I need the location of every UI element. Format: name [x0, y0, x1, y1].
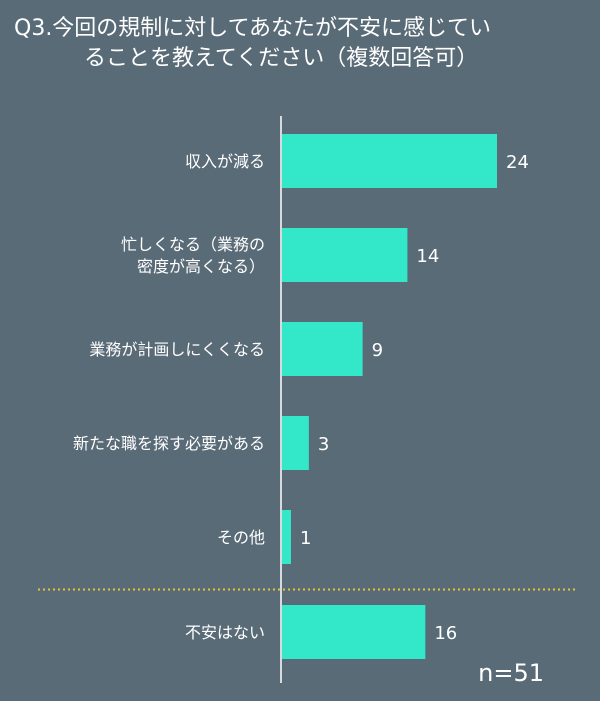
bar — [282, 416, 309, 470]
category-label: その他 — [217, 528, 265, 547]
value-label: 3 — [318, 434, 329, 455]
bar — [282, 605, 426, 659]
bar — [282, 322, 363, 376]
category-label: 不安はない — [185, 623, 265, 642]
category-label: 業務が計画しにくくなる — [89, 340, 265, 359]
value-label: 24 — [506, 152, 529, 173]
category-label: 密度が高くなる） — [137, 257, 265, 276]
category-label: 収入が減る — [185, 152, 265, 171]
bar — [282, 134, 497, 188]
value-label: 14 — [416, 246, 439, 267]
bar — [282, 228, 408, 282]
chart-title-line-1: Q3.今回の規制に対してあなたが不安に感じてい — [14, 16, 491, 41]
sample-size-label: n=51 — [478, 659, 544, 687]
category-label: 新たな職を探す必要がある — [73, 434, 265, 453]
category-label: 忙しくなる（業務の — [121, 235, 265, 254]
value-label: 9 — [372, 340, 383, 361]
value-label: 16 — [434, 623, 457, 644]
chart-title: Q3.今回の規制に対してあなたが不安に感じてい ることを教えてください（複数回答… — [14, 14, 584, 74]
bar — [282, 510, 291, 564]
chart-title-line-2: ることを教えてください（複数回答可） — [84, 46, 479, 71]
value-label: 1 — [300, 528, 311, 549]
